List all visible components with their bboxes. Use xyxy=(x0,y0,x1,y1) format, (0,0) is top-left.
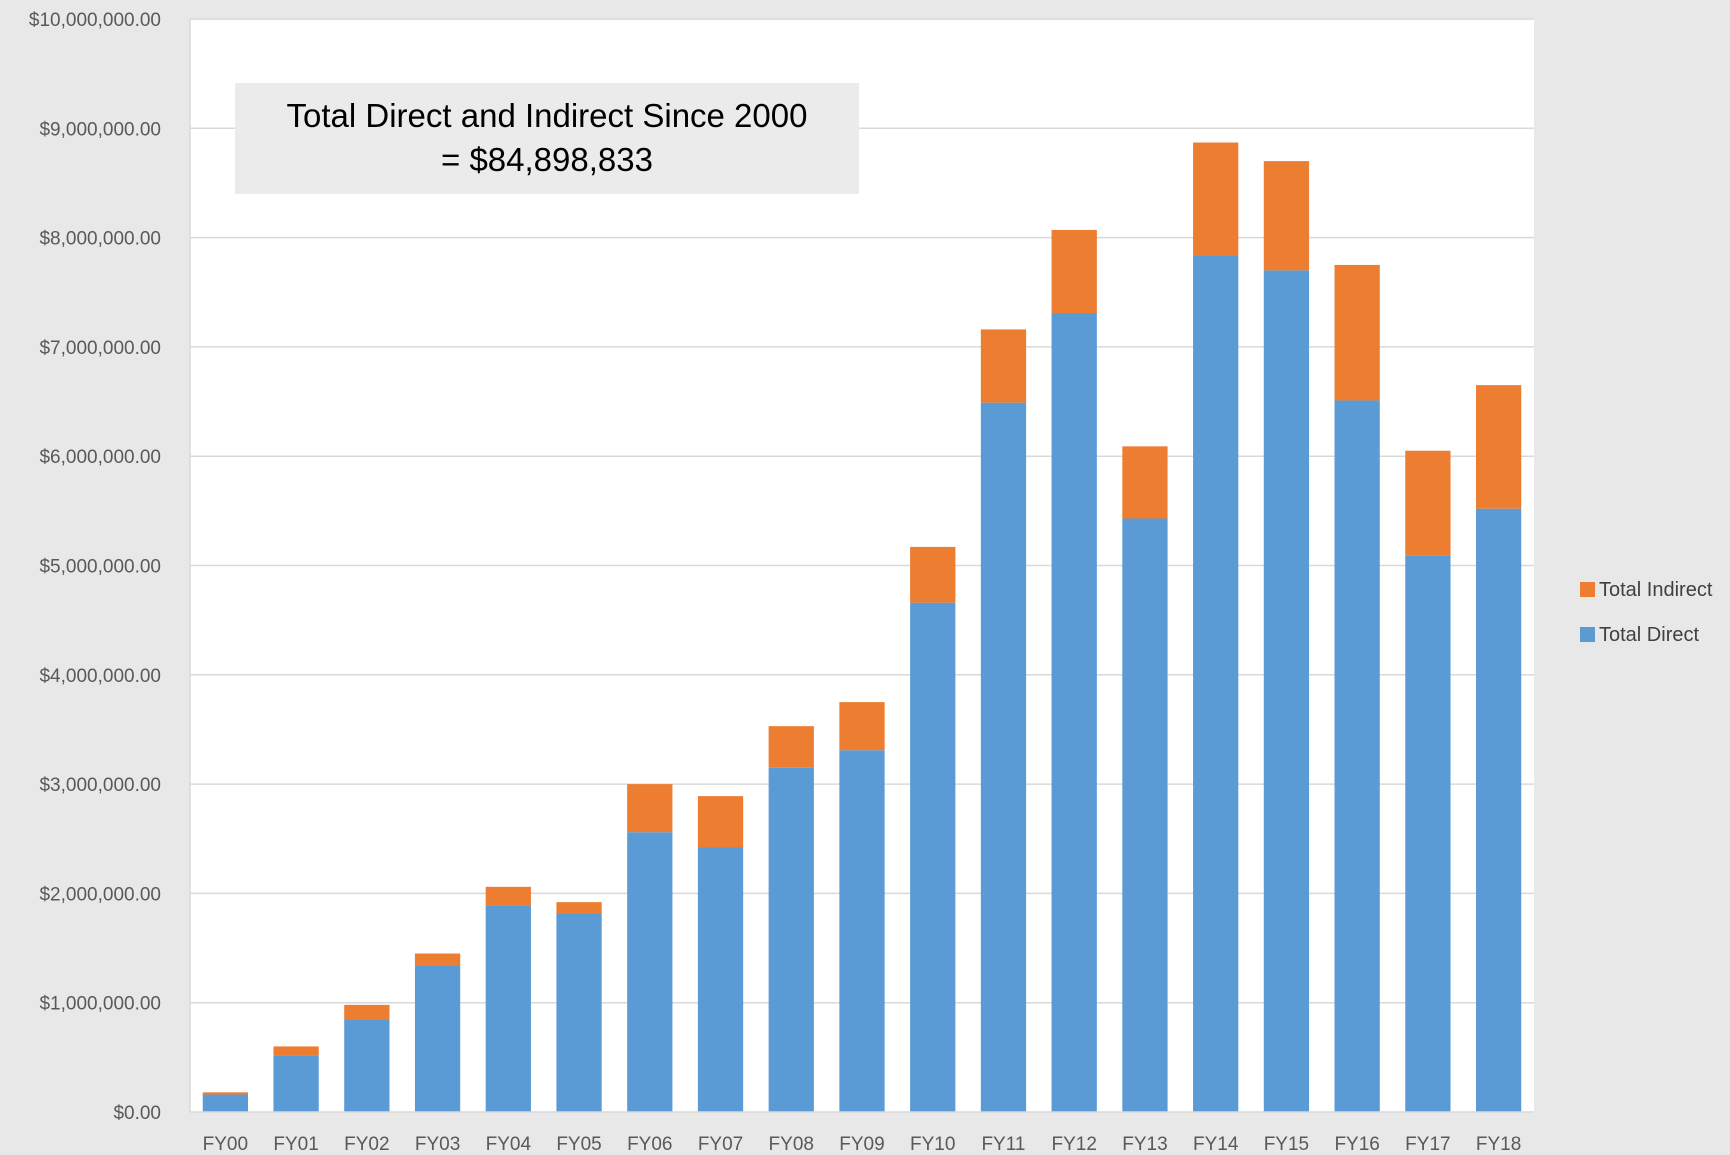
y-tick-label: $0.00 xyxy=(113,1103,161,1124)
x-axis-tick-labels: FY00 FY01 FY02 FY03 FY04 FY05 FY06 FY07 FY08 FY09… xyxy=(203,1134,1522,1155)
bar-total-direct xyxy=(1263,270,1310,1112)
annotation-box: Total Direct and Indirect Since 2000 = $… xyxy=(235,83,859,194)
bar-total-indirect xyxy=(980,329,1027,403)
bar-total-indirect xyxy=(556,902,602,914)
bar-total-direct xyxy=(273,1055,319,1112)
x-tick-label: FY12 xyxy=(1051,1134,1096,1155)
y-tick-label: $8,000,000.00 xyxy=(39,229,161,250)
x-tick-label: FY04 xyxy=(486,1134,532,1155)
x-tick-label: FY17 xyxy=(1405,1134,1450,1155)
y-tick-label: $1,000,000.00 xyxy=(39,994,161,1015)
bar-total-indirect xyxy=(414,953,461,966)
legend: Total Indirect Total Direct xyxy=(1580,579,1713,646)
y-tick-label: $6,000,000.00 xyxy=(39,447,161,468)
bars xyxy=(202,142,1522,1113)
bar-total-indirect xyxy=(1122,446,1168,519)
x-tick-label: FY00 xyxy=(203,1134,248,1155)
bar-total-indirect xyxy=(202,1092,249,1095)
x-tick-label: FY15 xyxy=(1264,1134,1309,1155)
legend-swatch-total-direct xyxy=(1580,627,1595,642)
bar-total-indirect xyxy=(768,726,814,768)
x-tick-label: FY16 xyxy=(1334,1134,1379,1155)
bar-total-indirect xyxy=(1051,229,1097,314)
bar-total-indirect xyxy=(1334,264,1380,401)
bar-total-direct xyxy=(980,402,1027,1112)
bar-total-direct xyxy=(910,602,956,1112)
bar-total-indirect xyxy=(839,702,885,751)
bar-total-direct xyxy=(697,847,744,1112)
bar-total-indirect xyxy=(1263,161,1310,271)
x-tick-label: FY01 xyxy=(273,1134,318,1155)
y-tick-label: $7,000,000.00 xyxy=(39,338,161,359)
x-tick-label: FY08 xyxy=(769,1134,814,1155)
x-tick-label: FY02 xyxy=(344,1134,389,1155)
y-tick-label: $5,000,000.00 xyxy=(39,557,161,578)
y-tick-label: $9,000,000.00 xyxy=(39,119,161,140)
y-tick-label: $4,000,000.00 xyxy=(39,666,161,687)
bar-total-indirect xyxy=(273,1046,319,1056)
y-tick-label: $2,000,000.00 xyxy=(39,884,161,905)
bar-total-direct xyxy=(768,767,814,1112)
legend-item-total-direct: Total Direct xyxy=(1580,624,1699,646)
bar-total-direct xyxy=(627,832,673,1112)
bar-total-indirect xyxy=(485,886,531,906)
bar-total-indirect xyxy=(1405,450,1451,556)
y-tick-label: $10,000,000.00 xyxy=(29,10,161,31)
bar-total-indirect xyxy=(627,784,673,833)
legend-swatch-total-indirect xyxy=(1580,582,1595,597)
bar-total-direct xyxy=(839,750,885,1112)
legend-label-total-indirect: Total Indirect xyxy=(1599,579,1713,601)
bar-total-direct xyxy=(1051,313,1097,1113)
x-tick-label: FY09 xyxy=(839,1134,884,1155)
x-tick-label: FY07 xyxy=(698,1134,743,1155)
annotation-line-2: = $84,898,833 xyxy=(441,141,653,178)
x-tick-label: FY13 xyxy=(1122,1134,1167,1155)
x-tick-label: FY14 xyxy=(1193,1134,1239,1155)
bar-total-direct xyxy=(344,1019,390,1112)
bar-total-indirect xyxy=(697,796,744,848)
x-tick-label: FY18 xyxy=(1476,1134,1521,1155)
bar-total-indirect xyxy=(344,1004,390,1020)
legend-item-total-indirect: Total Indirect xyxy=(1580,579,1713,601)
annotation-line-1: Total Direct and Indirect Since 2000 xyxy=(287,97,808,134)
bar-total-direct xyxy=(414,965,461,1112)
x-tick-label: FY11 xyxy=(981,1134,1025,1155)
bar-total-direct xyxy=(1122,518,1168,1112)
x-tick-label: FY03 xyxy=(415,1134,460,1155)
bar-total-direct xyxy=(1475,508,1522,1112)
bar-total-direct xyxy=(202,1094,249,1112)
bar-total-direct xyxy=(556,913,602,1112)
x-tick-label: FY06 xyxy=(627,1134,672,1155)
bar-total-direct xyxy=(485,905,531,1112)
y-axis-tick-labels: $0.00 $1,000,000.00 $2,000,000.00 $3,000,00… xyxy=(29,10,161,1124)
bar-total-indirect xyxy=(1193,142,1239,256)
x-tick-label: FY10 xyxy=(910,1134,955,1155)
x-tick-label: FY05 xyxy=(556,1134,601,1155)
bar-total-direct xyxy=(1405,555,1451,1112)
legend-label-total-direct: Total Direct xyxy=(1599,624,1699,646)
bar-total-direct xyxy=(1334,400,1380,1112)
bar-total-indirect xyxy=(910,546,956,603)
y-tick-label: $3,000,000.00 xyxy=(39,775,161,796)
bar-total-direct xyxy=(1193,255,1239,1112)
bar-total-indirect xyxy=(1475,385,1522,509)
